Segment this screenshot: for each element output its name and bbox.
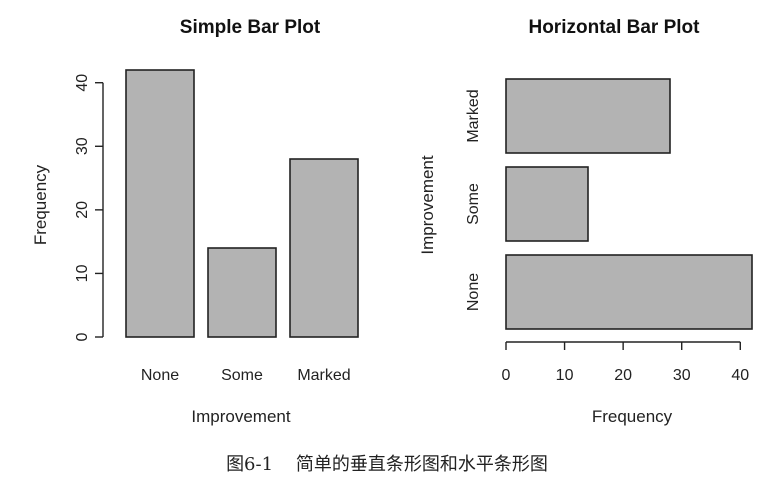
- horizontal-bar-chart: Horizontal Bar Plot 0 10 20 30 40 None Some Ma…: [418, 17, 753, 426]
- x-tick-label-0: 0: [502, 367, 511, 384]
- horizontal-y-axis-label: Improvement: [418, 155, 437, 254]
- horizontal-chart-title: Horizontal Bar Plot: [528, 17, 700, 38]
- y-tick-label-20: 20: [74, 201, 91, 219]
- x-tick-label-some: Some: [221, 367, 263, 384]
- horizontal-x-axis-label: Frequency: [592, 407, 673, 426]
- bar-none: [505, 254, 753, 330]
- vertical-y-axis-label: Frequency: [31, 164, 50, 245]
- bar-some: [207, 247, 277, 338]
- y-tick-label-40: 40: [74, 74, 91, 92]
- horizontal-bars: [505, 78, 753, 330]
- y-tick-label-none: None: [465, 273, 482, 311]
- x-tick-label-10: 10: [556, 367, 574, 384]
- y-tick-label-10: 10: [74, 264, 91, 282]
- x-tick-label-30: 30: [673, 367, 691, 384]
- y-tick-label-some: Some: [465, 183, 482, 225]
- vertical-x-axis-label: Improvement: [191, 407, 290, 426]
- figure-caption: 图6-1 简单的垂直条形图和水平条形图: [226, 454, 548, 475]
- x-tick-label-20: 20: [614, 367, 632, 384]
- vertical-bars: [125, 69, 359, 338]
- x-tick-label-marked: Marked: [297, 367, 350, 384]
- vertical-bar-chart: Simple Bar Plot 0 10 20 30 40 None Some Marked…: [31, 17, 359, 426]
- bar-marked: [289, 158, 359, 338]
- x-tick-label-40: 40: [731, 367, 749, 384]
- vertical-chart-title: Simple Bar Plot: [180, 17, 321, 38]
- bar-marked: [505, 78, 671, 154]
- horizontal-y-tick-labels: None Some Marked: [465, 89, 482, 311]
- x-tick-label-none: None: [141, 367, 179, 384]
- y-tick-label-0: 0: [74, 332, 91, 341]
- bar-none: [125, 69, 195, 338]
- horizontal-x-axis: 0 10 20 30 40: [502, 341, 749, 384]
- vertical-x-tick-labels: None Some Marked: [141, 367, 351, 384]
- bar-some: [505, 166, 589, 242]
- figure-charts: Simple Bar Plot 0 10 20 30 40 None Some Marked…: [31, 17, 753, 426]
- y-tick-label-30: 30: [74, 137, 91, 155]
- y-tick-label-marked: Marked: [465, 89, 482, 142]
- vertical-y-axis: 0 10 20 30 40: [74, 74, 104, 341]
